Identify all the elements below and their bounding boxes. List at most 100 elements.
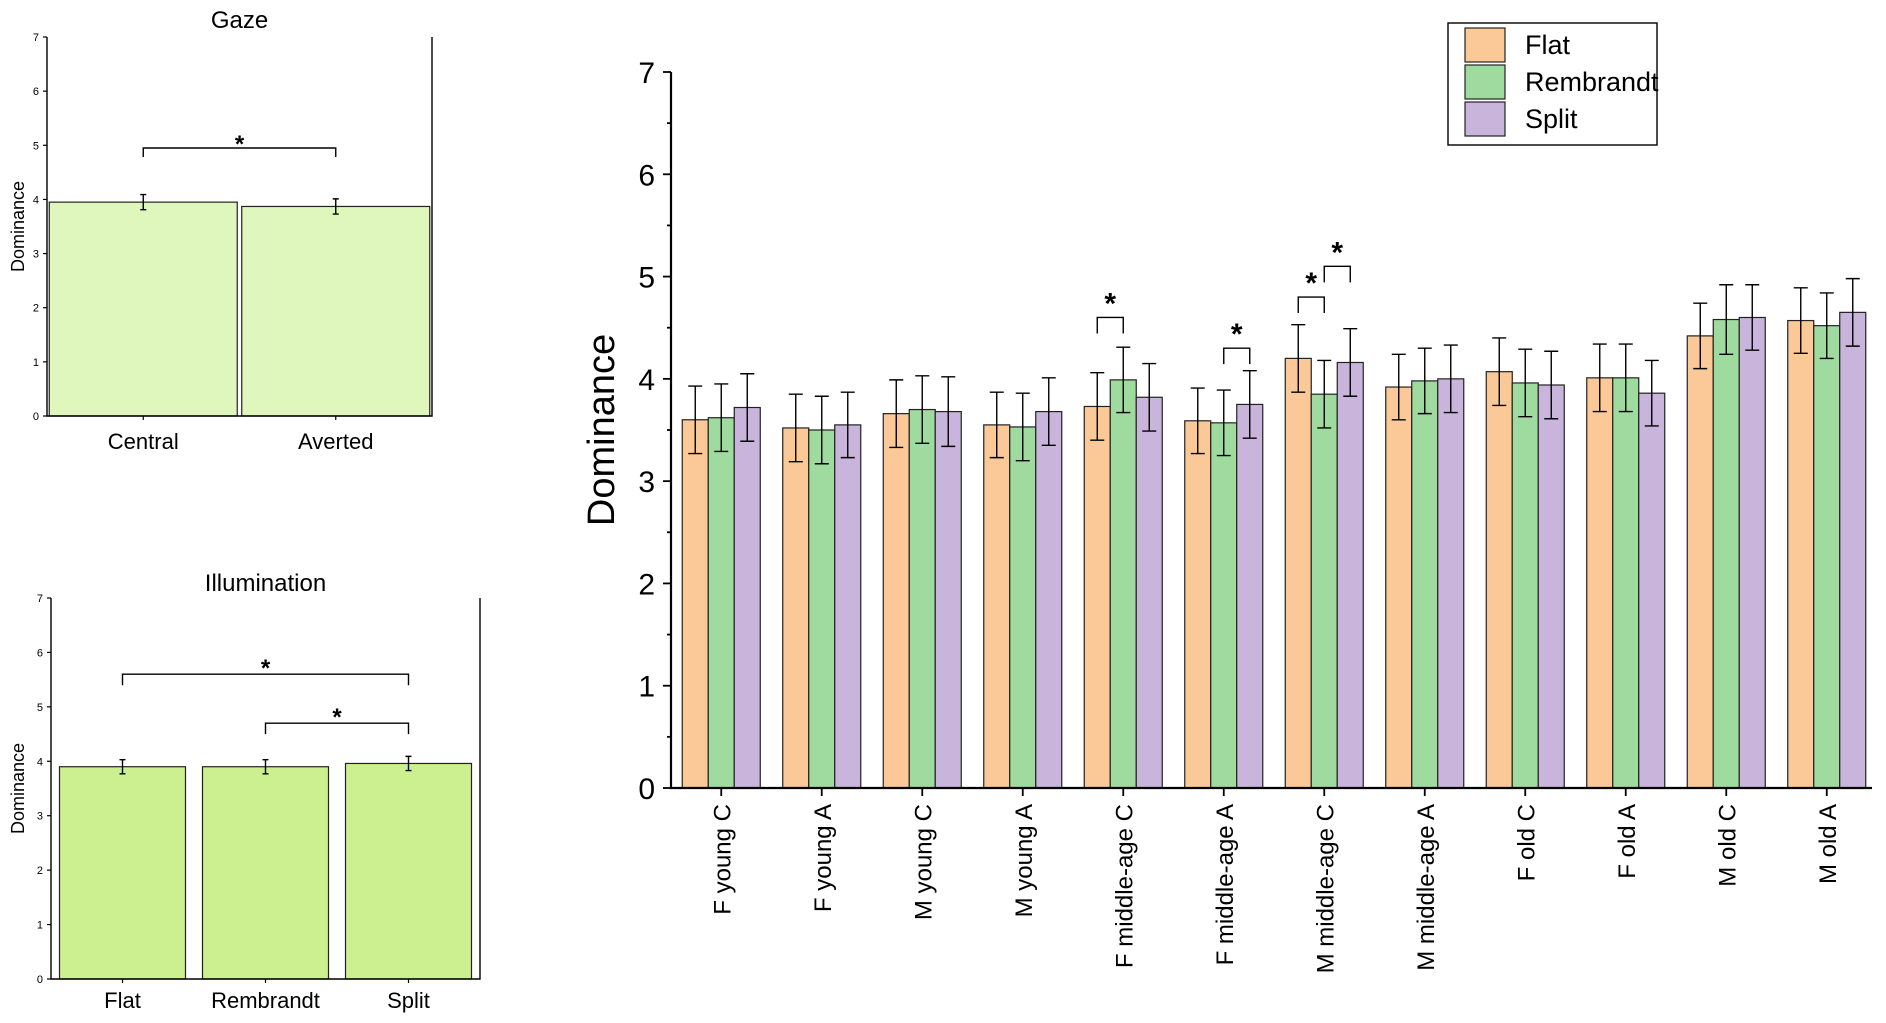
bar-rembrandt: [707, 417, 735, 789]
y-tick-label: 2: [33, 303, 39, 315]
legend-label: Rembrandt: [1525, 67, 1659, 97]
illumination-chart: Illumination Dominance Flat Rembrandt Split 0…: [8, 570, 481, 1013]
error-bar: [1015, 392, 1030, 462]
bar-split: [1035, 410, 1063, 789]
y-tick-label: 6: [33, 86, 39, 98]
error-bar: [740, 373, 755, 442]
legend-swatch: [1464, 64, 1506, 100]
x-tick-label: Flat: [104, 988, 141, 1013]
significance-bracket: [142, 147, 337, 157]
x-tick-label: Split: [387, 988, 430, 1013]
error-bar: [1492, 337, 1507, 407]
y-tick-label: 5: [33, 140, 39, 152]
bar-split: [1638, 392, 1666, 789]
bar-split: [1336, 361, 1364, 789]
significance-bracket: [264, 722, 410, 735]
significance-star: *: [1331, 236, 1343, 269]
significance-star: *: [261, 655, 271, 682]
bar-flat: [1686, 335, 1714, 789]
bar-flat: [882, 413, 910, 789]
error-bar: [1443, 344, 1458, 414]
error-bar: [1693, 302, 1708, 370]
error-bar: [1544, 350, 1559, 420]
bar-split: [1437, 378, 1465, 789]
significance-star: *: [332, 704, 342, 731]
y-tick-label: 4: [638, 364, 655, 397]
y-tick-label: 1: [638, 671, 655, 704]
error-bar: [688, 385, 703, 455]
error-bar: [1041, 377, 1056, 447]
error-bar: [788, 393, 803, 463]
error-bar: [1793, 287, 1808, 354]
error-bar: [1618, 343, 1633, 413]
bar: [344, 762, 473, 980]
x-tick-label: F young A: [810, 804, 837, 912]
error-bar: [1090, 372, 1105, 441]
error-bar: [840, 391, 855, 459]
error-bar: [915, 375, 930, 444]
error-bar: [1719, 284, 1734, 356]
error-bar: [1745, 284, 1760, 351]
legend: Flat Rembrandt Split: [1447, 22, 1659, 146]
bar-split: [834, 424, 862, 789]
error-bar: [140, 193, 147, 211]
x-tick-label: F old C: [1513, 804, 1540, 881]
y-tick-label: 3: [33, 249, 39, 261]
legend-label: Split: [1525, 104, 1578, 134]
y-tick-label: 0: [33, 411, 39, 423]
bar-flat: [782, 427, 810, 789]
y-axis-label: Dominance: [581, 334, 623, 526]
y-tick-label: 0: [37, 974, 43, 986]
error-bar: [1190, 387, 1205, 455]
bar-rembrandt: [908, 408, 936, 789]
x-tick-label: M old A: [1815, 804, 1842, 884]
error-bar: [1845, 277, 1860, 347]
error-bar: [1343, 328, 1358, 397]
error-bar: [1242, 369, 1257, 439]
bar-flat: [1787, 319, 1815, 789]
axis-frame: [46, 37, 433, 417]
error-bar: [262, 758, 269, 775]
bar-rembrandt: [808, 429, 836, 789]
bar-split: [1537, 384, 1565, 789]
y-tick-label: 3: [37, 811, 43, 823]
bar-rembrandt: [1813, 325, 1841, 789]
chart-title: Illumination: [205, 570, 326, 597]
significance-star: *: [1104, 287, 1116, 320]
error-bar: [1819, 292, 1834, 360]
bar-split: [934, 410, 962, 789]
significance-star: *: [1305, 267, 1317, 300]
bar-flat: [1284, 357, 1312, 789]
y-tick-label: 2: [37, 865, 43, 877]
bar-rembrandt: [1511, 382, 1539, 789]
bar-flat: [681, 419, 709, 789]
error-bar: [1291, 323, 1306, 393]
significance-star: *: [235, 131, 245, 158]
x-tick-label: F middle-age A: [1212, 804, 1239, 965]
legend-swatch: [1464, 27, 1506, 63]
significance-bracket: [1223, 347, 1251, 365]
x-tick-label: M old C: [1714, 804, 1741, 887]
significance-bracket: [1096, 316, 1124, 334]
error-bar: [941, 376, 956, 448]
y-axis-label: Dominance: [8, 743, 28, 834]
y-tick-label: 5: [37, 702, 43, 714]
y-tick-label: 1: [33, 357, 39, 369]
bar-split: [1738, 316, 1766, 789]
bar-flat: [1385, 386, 1413, 789]
y-tick-label: 1: [37, 920, 43, 932]
bar: [241, 205, 431, 417]
y-tick-label: 7: [638, 57, 655, 90]
y-tick-label: 3: [638, 466, 655, 499]
y-axis-label: Dominance: [8, 181, 28, 272]
axis-frame: [50, 598, 481, 980]
bar-split: [1839, 311, 1867, 789]
bar-rembrandt: [1612, 377, 1640, 789]
x-tick-label: F old A: [1614, 804, 1641, 879]
significance-bracket: [1323, 265, 1351, 283]
error-bar: [1116, 346, 1131, 414]
bar-flat: [1586, 377, 1614, 789]
bar-rembrandt: [1411, 380, 1439, 789]
error-bar: [1644, 359, 1659, 427]
